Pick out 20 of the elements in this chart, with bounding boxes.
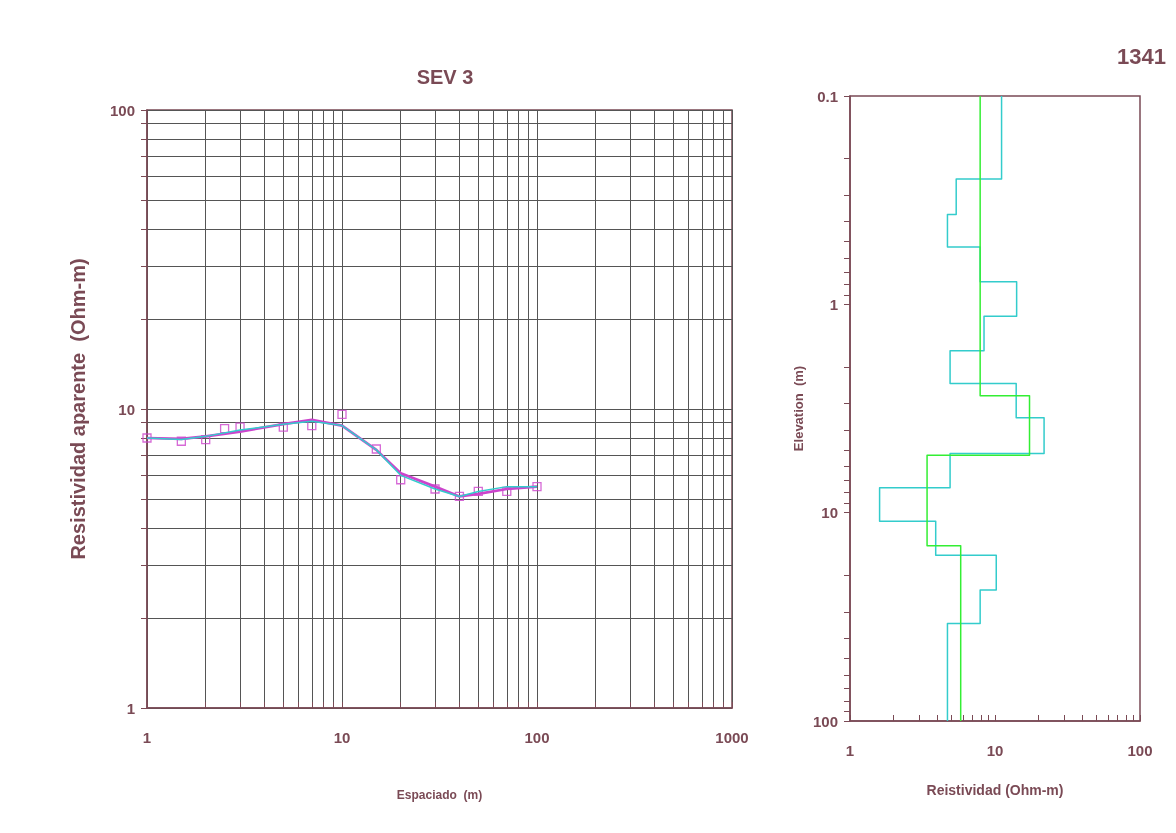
x-tick-label: 1 <box>845 742 855 759</box>
y-tick-label: 0.1 <box>817 87 838 105</box>
x-tick-label: 100 <box>1127 742 1153 759</box>
y-tick-label: 10 <box>118 400 135 418</box>
y-axis-title: Resistividad aparente (Ohm-m) <box>67 258 89 560</box>
y-tick-label: 1 <box>829 295 838 313</box>
y-axis-title: Elevation (m) <box>790 365 806 452</box>
x-tick-label: 1000 <box>715 729 749 746</box>
x-axis-title: Reistividad (Ohm-m) <box>926 782 1064 798</box>
x-tick-label: 100 <box>524 729 550 746</box>
x-axis-title: Espaciado (m) <box>396 788 483 802</box>
y-tick-label: 100 <box>109 101 135 119</box>
y-tick-label: 10 <box>821 504 838 522</box>
y-tick-label: 1 <box>126 699 135 717</box>
chart-title: SEV 3 <box>416 66 474 88</box>
text: 1341 <box>1117 43 1167 69</box>
x-tick-label: 1 <box>142 729 152 746</box>
x-tick-label: 10 <box>986 742 1004 759</box>
x-tick-label: 10 <box>333 729 351 746</box>
y-tick-label: 100 <box>812 712 838 730</box>
